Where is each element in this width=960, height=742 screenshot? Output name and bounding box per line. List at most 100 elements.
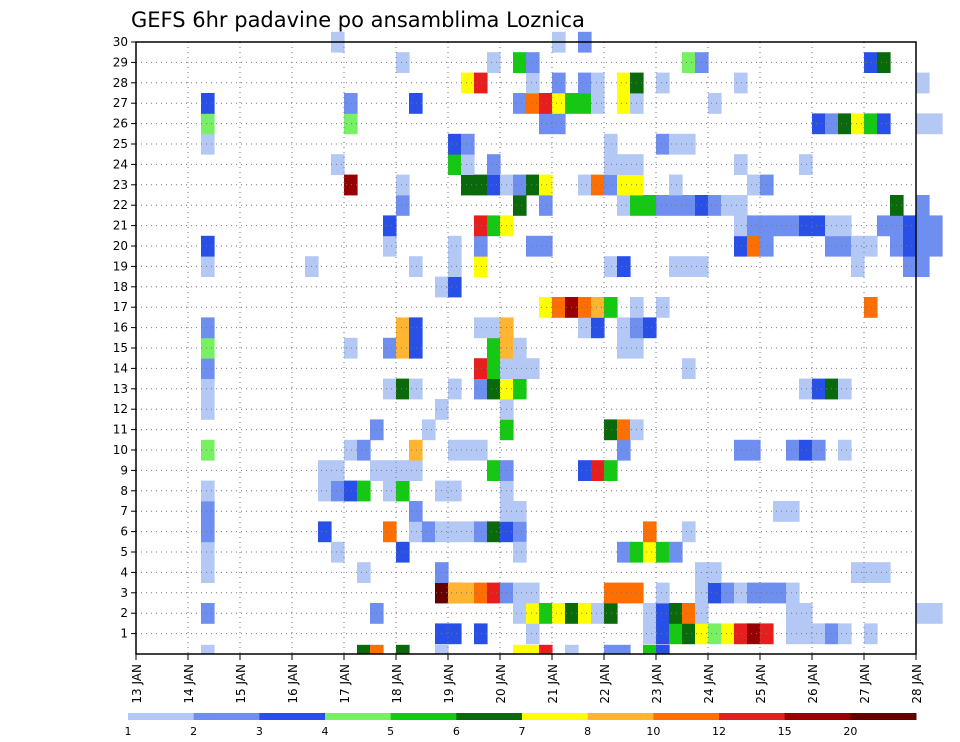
y-tick-label: 4 <box>120 565 128 579</box>
heatmap-cell <box>747 623 761 645</box>
heatmap-cell <box>344 113 358 135</box>
heatmap-cell <box>812 439 826 461</box>
heatmap-cell <box>838 215 852 237</box>
heatmap-cell <box>201 337 215 359</box>
heatmap-cell <box>513 603 527 624</box>
legend-swatch <box>522 713 589 720</box>
heatmap-cell <box>682 603 696 624</box>
heatmap-cell <box>422 521 436 543</box>
y-tick-label: 25 <box>113 137 128 151</box>
heatmap-cell <box>487 154 501 175</box>
heatmap-cell <box>773 501 787 522</box>
heatmap-cell <box>461 72 475 94</box>
heatmap-cell <box>578 93 592 114</box>
heatmap-cell <box>617 439 631 461</box>
heatmap-cell <box>669 603 683 624</box>
heatmap-cell <box>578 603 592 624</box>
heatmap-cell <box>656 582 670 604</box>
x-tick-label: 28 JAN <box>910 664 924 704</box>
heatmap-cell <box>552 113 566 135</box>
x-tick-label: 25 JAN <box>754 664 768 704</box>
heatmap-cell <box>604 460 618 481</box>
heatmap-cell <box>448 623 462 645</box>
heatmap-cell <box>448 439 462 461</box>
y-tick-label: 5 <box>120 545 128 559</box>
heatmap-cell <box>318 521 332 543</box>
heatmap-cell <box>877 562 891 583</box>
legend-label: 8 <box>584 725 591 738</box>
heatmap-cell <box>617 256 631 277</box>
x-tick-label: 16 JAN <box>286 664 300 704</box>
heatmap-cell <box>409 439 423 461</box>
y-tick-label: 10 <box>113 443 128 457</box>
y-tick-label: 13 <box>113 382 128 396</box>
heatmap-cell <box>734 195 748 216</box>
heatmap-cell <box>539 93 553 114</box>
heatmap-cell <box>331 460 345 481</box>
heatmap-cell <box>682 623 696 645</box>
heatmap-cell <box>552 297 566 318</box>
heatmap-cell <box>448 235 462 257</box>
heatmap-cell <box>487 52 501 73</box>
heatmap-cell <box>578 297 592 318</box>
heatmap-cell <box>513 93 527 114</box>
heatmap-cell <box>344 439 358 461</box>
legend-label: 15 <box>778 725 792 738</box>
heatmap-cell <box>864 623 878 645</box>
y-tick-label: 14 <box>113 361 128 375</box>
y-tick-label: 1 <box>120 627 128 641</box>
heatmap-cell <box>552 603 566 624</box>
heatmap-cell <box>864 562 878 583</box>
legend-label: 12 <box>712 725 726 738</box>
legend-swatch <box>193 713 260 720</box>
heatmap-cell <box>513 501 527 522</box>
heatmap-cell <box>539 174 553 196</box>
heatmap-cell <box>513 582 527 604</box>
legend-swatch <box>587 713 654 720</box>
y-tick-label: 20 <box>113 239 128 253</box>
heatmap-cell <box>838 623 852 645</box>
heatmap-cell <box>851 113 865 135</box>
heatmap-cell <box>526 52 540 73</box>
heatmap-cell <box>734 235 748 257</box>
heatmap-cell <box>474 256 488 277</box>
heatmap-cell <box>344 337 358 359</box>
heatmap-cell <box>474 623 488 645</box>
heatmap-cell <box>201 439 215 461</box>
heatmap-cell <box>682 133 696 155</box>
y-tick-label: 21 <box>113 219 128 233</box>
heatmap-cell <box>409 378 423 400</box>
heatmap-cell <box>448 378 462 400</box>
heatmap-cell <box>513 337 527 359</box>
heatmap-cell <box>669 623 683 645</box>
heatmap-cell <box>747 174 761 196</box>
heatmap-cell <box>864 297 878 318</box>
heatmap-cell <box>526 358 540 379</box>
heatmap-cell <box>669 195 683 216</box>
heatmap-cell <box>747 439 761 461</box>
heatmap-cell <box>396 644 410 655</box>
heatmap-cell <box>565 644 579 655</box>
heatmap-cell <box>474 215 488 237</box>
x-tick-label: 15 JAN <box>234 664 248 704</box>
heatmap-cell <box>643 644 657 655</box>
heatmap-cell <box>331 480 345 502</box>
heatmap-cell <box>734 582 748 604</box>
heatmap-cell <box>747 215 761 237</box>
heatmap-cell <box>617 93 631 114</box>
heatmap-cell <box>539 195 553 216</box>
heatmap-cell <box>474 174 488 196</box>
heatmap-cell <box>786 603 800 624</box>
heatmap-cell <box>487 337 501 359</box>
heatmap-cell <box>786 501 800 522</box>
y-tick-label: 11 <box>113 423 128 437</box>
heatmap-cell <box>201 317 215 339</box>
heatmap-cell <box>656 297 670 318</box>
heatmap-cell <box>422 419 436 441</box>
heatmap-cell <box>396 460 410 481</box>
heatmap-cell <box>799 215 813 237</box>
heatmap-cell <box>461 521 475 543</box>
heatmap-cell <box>838 439 852 461</box>
legend-swatch <box>719 713 786 720</box>
